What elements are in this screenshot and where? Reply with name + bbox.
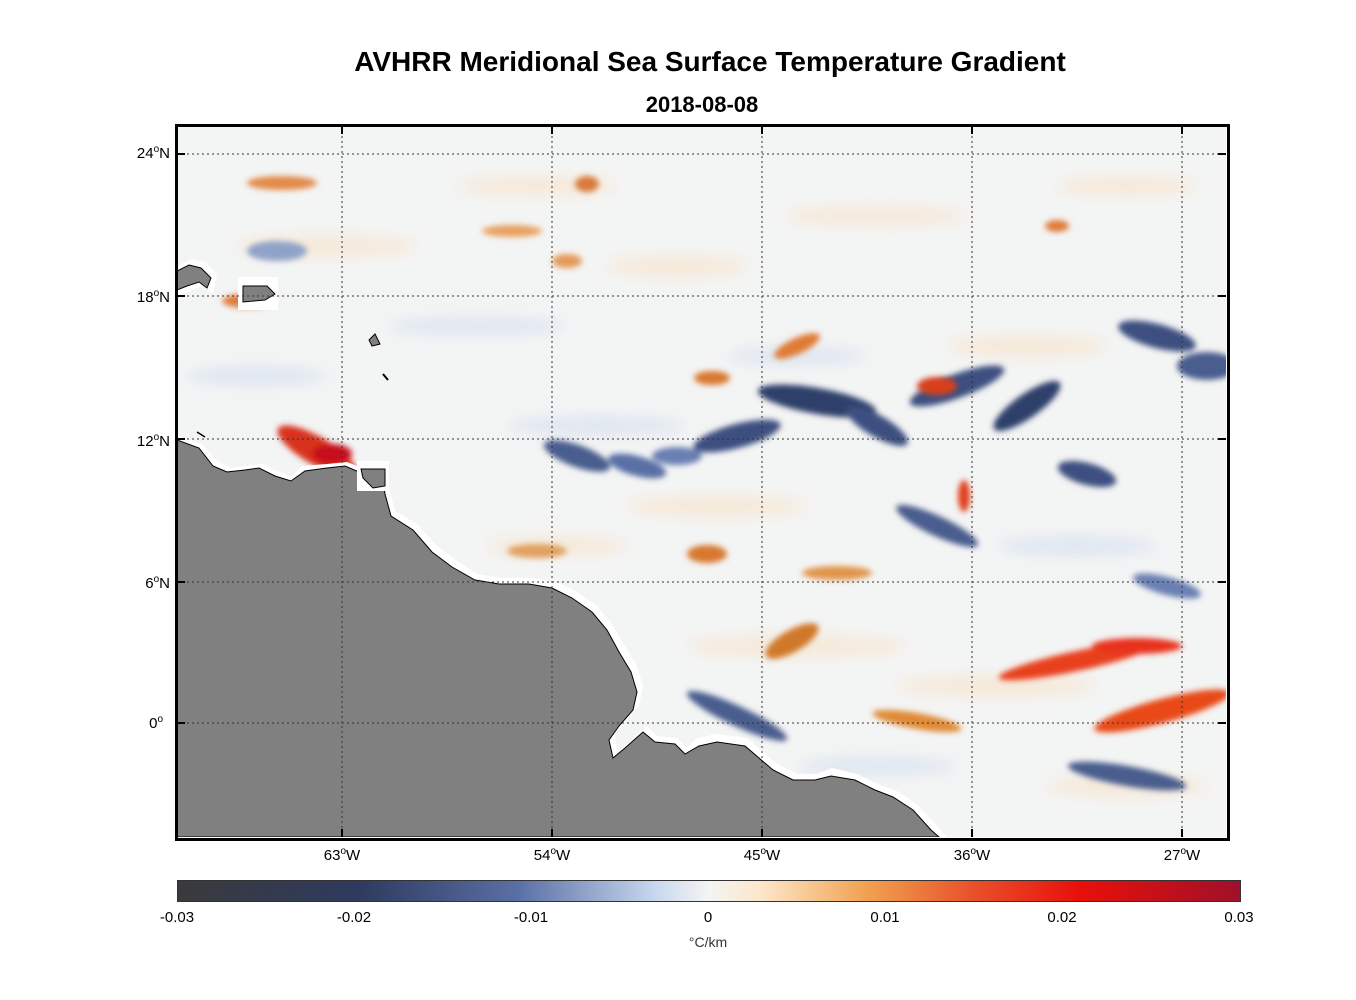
background-anomaly-texture [187,177,1207,796]
negative-gradient-features [247,241,1226,791]
colorbar-tick-label: 0.03 [1224,909,1254,926]
chart-title: AVHRR Meridional Sea Surface Temperature… [354,46,1066,77]
lat-label-18n: 18oN [136,288,170,306]
colorbar-tick-label: -0.02 [336,909,372,926]
colorbar-tick-label: -0.01 [513,909,549,926]
lat-label-0: 0o [149,714,163,732]
colorbar [177,880,1241,902]
lat-label-24n: 24oN [136,144,170,162]
colorbar-tick-label: 0 [703,909,713,926]
colorbar-tick-label: 0.01 [870,909,900,926]
lon-label-45w: 45oW [743,846,781,864]
lat-label-12n: 12oN [136,432,170,450]
map-area[interactable] [177,126,1226,837]
lon-label-54w: 54oW [533,846,571,864]
graticule [177,126,1226,837]
axis-ticks [177,126,1226,837]
colorbar-tick-label: -0.03 [159,909,195,926]
land-masses [177,259,947,837]
chart-subtitle-date: 2018-08-08 [645,92,759,117]
map-svg [177,126,1226,837]
lon-label-36w: 36oW [953,846,991,864]
lon-label-63w: 63oW [323,846,361,864]
lat-label-6n: 6oN [145,574,170,592]
colorbar-unit-label: °C/km [688,934,728,950]
lon-label-27w: 27oW [1163,846,1201,864]
colorbar-tick-label: 0.02 [1047,909,1077,926]
